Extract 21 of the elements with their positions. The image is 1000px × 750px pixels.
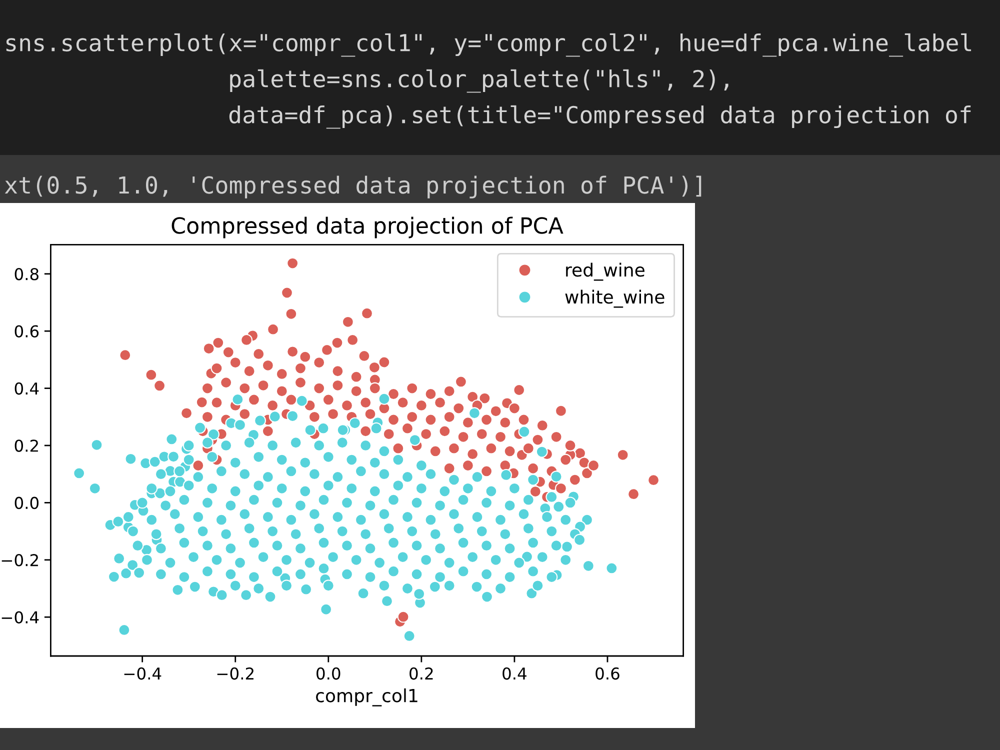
text: palette=sns.color_palette("hls", 2),: [230, 69, 728, 93]
y-tick-label: −0.4: [2, 611, 39, 624]
y-tick-label: 0.6: [14, 325, 39, 338]
x-tick-label: −0.2: [217, 667, 254, 680]
legend-label: white_wine: [565, 290, 664, 308]
text: sns.scatterplot(x="compr_col1", y="compr_col2", hue=df_pca.wine_label: [6, 33, 972, 57]
y-tick-label: −0.2: [2, 554, 38, 566]
x-tick-label: −0.4: [124, 667, 162, 680]
y-tick-label: 0.2: [14, 440, 38, 452]
legend-label: red_wine: [566, 262, 644, 281]
y-tick-label: 0.0: [14, 496, 39, 510]
text: xt(0.5, 1.0, 'Compressed data projection of PCA')]: [4, 176, 702, 198]
x-axis-title: compr_col1: [316, 688, 418, 706]
x-tick-label: 0.6: [596, 667, 620, 680]
y-tick-label: 0.8: [14, 268, 38, 280]
x-tick-label: 0.4: [502, 667, 526, 680]
x-tick-label: 0.0: [316, 667, 340, 680]
text: data=df_pca).set(title="Compressed data projection of: [229, 105, 971, 129]
y-tick-label: 0.4: [14, 382, 39, 395]
x-tick-label: 0.2: [410, 667, 433, 680]
chart-title: Compressed data projection of PCA: [172, 216, 564, 238]
